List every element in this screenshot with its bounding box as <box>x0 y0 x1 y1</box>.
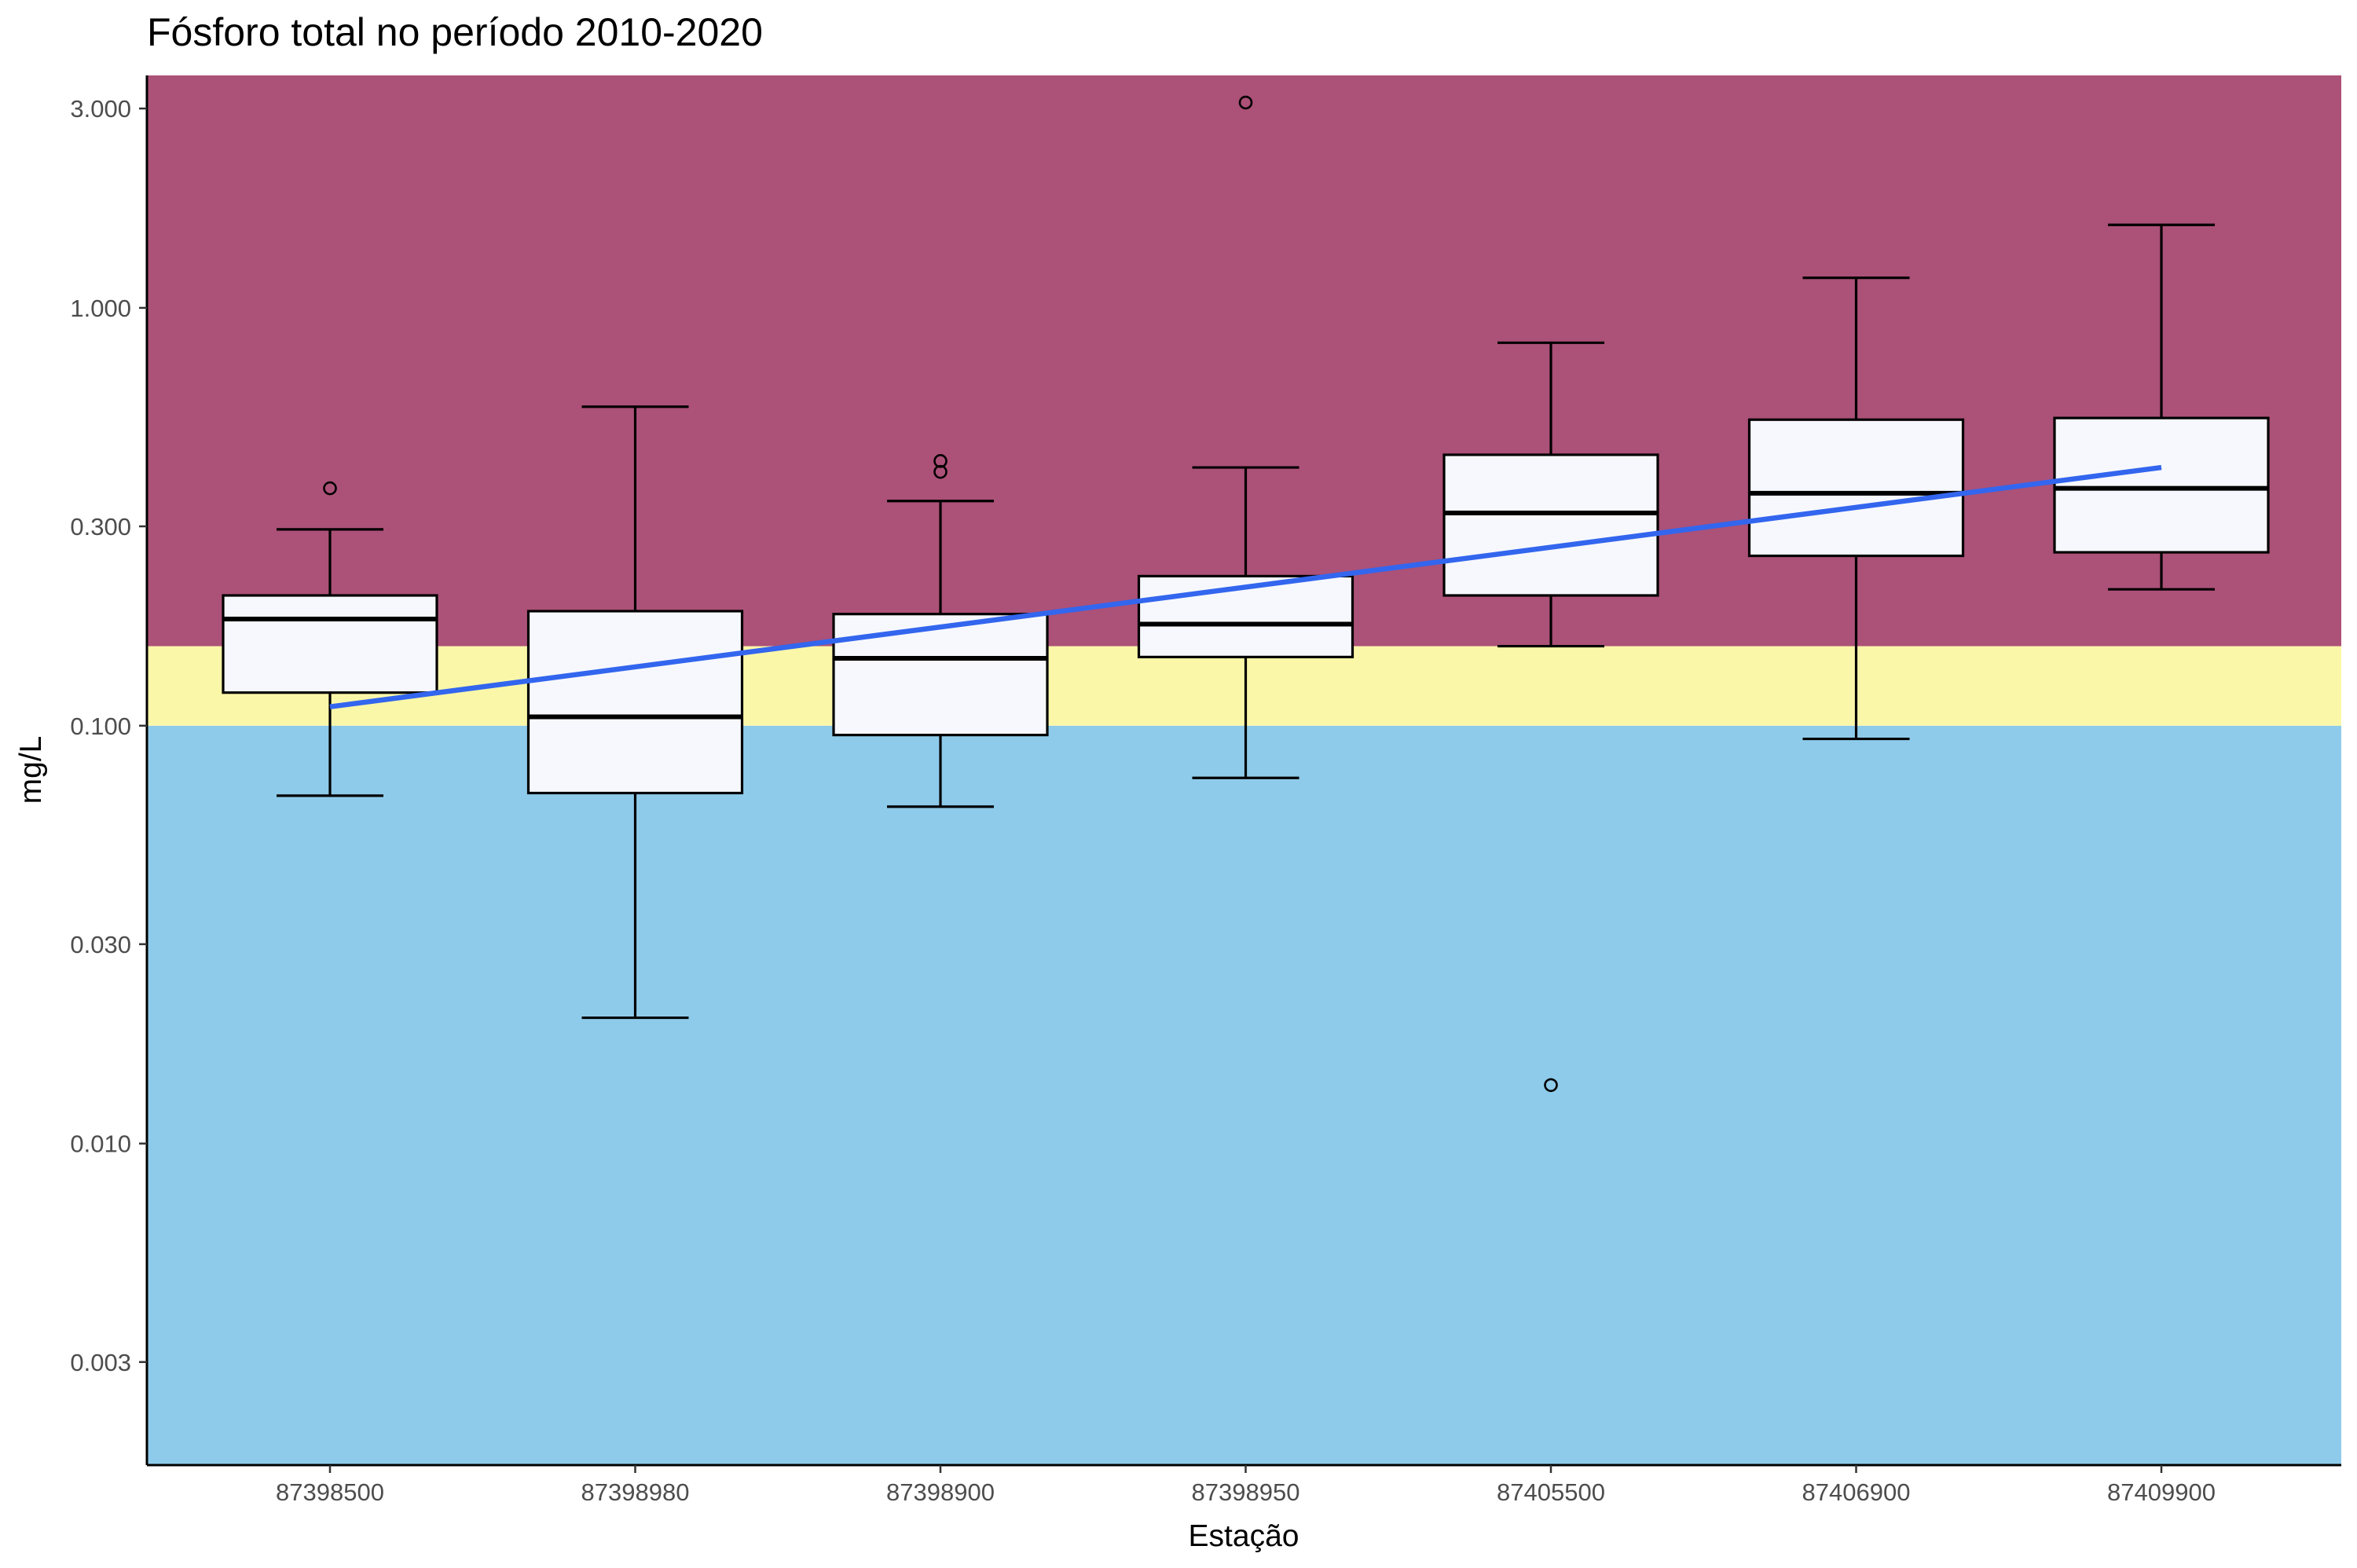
box <box>2053 416 2270 554</box>
y-tick-label: 1.000 <box>70 295 131 322</box>
x-tick-label: 87398500 <box>276 1478 384 1506</box>
y-tick-label: 0.003 <box>70 1349 131 1376</box>
box <box>1747 418 1965 558</box>
box <box>832 613 1049 737</box>
outlier-point <box>1544 1078 1558 1093</box>
trend-line-group <box>329 464 2162 709</box>
y-axis-title: mg/L <box>14 736 48 804</box>
x-tick-label: 87409900 <box>2107 1478 2216 1506</box>
y-tick-label: 0.300 <box>70 513 131 540</box>
y-tick-label: 3.000 <box>70 95 131 123</box>
box <box>222 594 438 694</box>
box <box>1442 453 1659 597</box>
background-band-0 <box>147 725 2341 1465</box>
boxplot-87405500 <box>1442 341 1659 1093</box>
x-tick-label: 87398900 <box>886 1478 995 1506</box>
boxplot-87409900 <box>2053 223 2270 591</box>
background-band-1 <box>147 646 2341 726</box>
boxplot-87398500 <box>222 481 438 797</box>
x-tick-label: 87398980 <box>581 1478 690 1506</box>
chart-title: Fósforo total no período 2010-2020 <box>147 10 763 54</box>
y-tick-label: 0.010 <box>70 1130 131 1158</box>
outlier-point <box>1238 95 1253 110</box>
outlier-point <box>933 464 948 479</box>
box <box>526 610 744 795</box>
outlier-point <box>323 481 337 496</box>
y-tick-label: 0.030 <box>70 931 131 958</box>
x-tick-label: 87398950 <box>1192 1478 1300 1506</box>
boxplot-87406900 <box>1747 277 1965 741</box>
background-bands <box>147 75 2341 1465</box>
y-tick-label: 0.100 <box>70 713 131 740</box>
trend-line <box>329 464 2162 709</box>
axes: 0.003 0.010 0.030 0.100 0.300 1.000 3.000 87398… <box>70 75 2341 1506</box>
background-band-2 <box>147 75 2341 647</box>
x-tick-label: 87406900 <box>1802 1478 1911 1506</box>
x-tick-label: 87405500 <box>1497 1478 1605 1506</box>
x-axis-title: Estação <box>1189 1519 1299 1553</box>
boxplot-87398980 <box>526 405 744 1020</box>
